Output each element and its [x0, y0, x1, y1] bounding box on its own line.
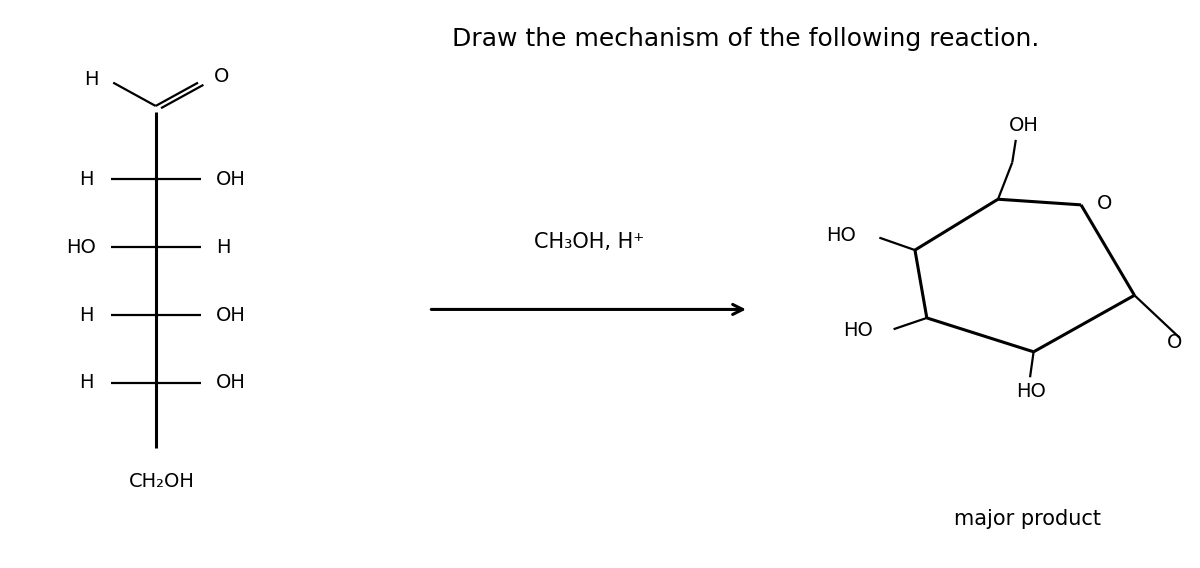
Text: major product: major product — [954, 508, 1102, 529]
Text: H: H — [85, 70, 100, 89]
Text: O: O — [214, 68, 229, 86]
Text: OH: OH — [1009, 116, 1039, 135]
Text: CH₂OH: CH₂OH — [128, 473, 194, 491]
Text: OH: OH — [216, 373, 245, 392]
Text: Draw the mechanism of the following reaction.: Draw the mechanism of the following reac… — [452, 27, 1039, 51]
Text: OH: OH — [216, 306, 245, 324]
Text: HO: HO — [844, 321, 872, 340]
Text: HO: HO — [1016, 382, 1046, 401]
Text: H: H — [79, 373, 94, 392]
Text: OH: OH — [216, 170, 245, 189]
Text: O: O — [1097, 194, 1112, 212]
Text: H: H — [79, 170, 94, 189]
Text: HO: HO — [66, 238, 96, 257]
Text: H: H — [216, 238, 230, 257]
Text: CH₃OH, H⁺: CH₃OH, H⁺ — [534, 232, 644, 252]
Text: H: H — [79, 306, 94, 324]
Text: O: O — [1168, 333, 1182, 352]
Text: HO: HO — [827, 227, 857, 245]
